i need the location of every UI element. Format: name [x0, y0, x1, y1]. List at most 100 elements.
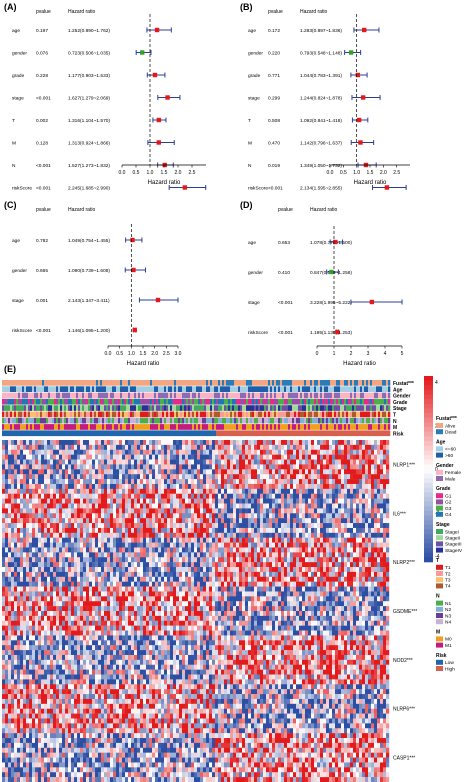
heatmap-cell — [290, 542, 294, 548]
heatmap-cell — [224, 479, 228, 485]
annotation-cell — [260, 405, 263, 411]
annotation-cell — [218, 411, 221, 418]
annotation-cell — [96, 424, 99, 430]
annotation-cell — [308, 392, 311, 399]
annotation-cell — [184, 417, 187, 424]
annotation-cell — [24, 405, 27, 411]
heatmap-cell — [209, 440, 213, 446]
heatmap-cell — [227, 474, 231, 480]
annotation-cell — [126, 380, 129, 386]
heatmap-cell — [326, 474, 330, 480]
annotation-cell — [298, 380, 301, 386]
heatmap-cell — [386, 479, 390, 485]
heatmap-cell — [344, 523, 348, 529]
heatmap-cell — [137, 503, 141, 509]
row-pvalue: 0.299 — [268, 96, 280, 102]
annotation-cell — [310, 424, 313, 430]
annotation-cell — [230, 417, 233, 424]
heatmap-cell — [89, 513, 93, 519]
annotation-cell — [158, 398, 161, 405]
heatmap-cell — [224, 498, 228, 504]
annotation-cell — [174, 398, 177, 405]
annotation-cell — [336, 411, 339, 418]
heatmap-cell — [362, 440, 366, 446]
heatmap-cell — [17, 532, 21, 538]
heatmap-cell — [101, 508, 105, 514]
heatmap-cell — [80, 444, 84, 450]
heatmap-cell — [356, 532, 360, 538]
annotation-cell — [302, 398, 305, 405]
annotation-cell — [114, 417, 117, 424]
heatmap-cell — [197, 537, 201, 543]
annotation-cell — [324, 417, 327, 424]
heatmap-cell — [293, 464, 297, 470]
annotation-cell — [64, 411, 67, 418]
heatmap-cell — [251, 449, 255, 455]
annotation-cell — [216, 386, 219, 392]
annotation-cell — [114, 424, 117, 430]
annotation-cell — [32, 398, 35, 405]
heatmap-cell — [32, 537, 36, 543]
annotation-cell — [116, 417, 119, 424]
annotation-cell — [246, 417, 249, 424]
annotation-cell — [120, 398, 123, 405]
heatmap-cell — [29, 537, 33, 543]
annotation-cell — [292, 398, 295, 405]
heatmap-cell — [266, 547, 270, 553]
annotation-cell — [146, 411, 149, 418]
heatmap-cell — [113, 474, 117, 480]
row-hazard-ratio: 0.793(0.548~1.148) — [300, 51, 342, 57]
annotation-cell — [282, 430, 285, 437]
x-tick-label: 2.5 — [189, 170, 196, 176]
annotation-cell — [256, 398, 259, 405]
annotation-cell — [116, 405, 119, 411]
heatmap-cell — [302, 503, 306, 509]
annotation-cell — [96, 380, 99, 386]
annotation-cell — [250, 430, 253, 437]
heatmap-cell — [119, 440, 123, 446]
heatmap-cell — [146, 444, 150, 450]
heatmap-cell — [242, 508, 246, 514]
annotation-cell — [336, 417, 339, 424]
heatmap-cell — [323, 498, 327, 504]
annotation-cell — [258, 392, 261, 399]
row-hazard-ratio: 1.252(0.890~1.762) — [68, 28, 110, 34]
heatmap-cell — [92, 503, 96, 509]
annotation-cell — [218, 405, 221, 411]
annotation-cell — [244, 417, 247, 424]
heatmap-cell — [164, 527, 168, 534]
heatmap-cell — [104, 498, 108, 504]
heatmap-cell — [122, 513, 126, 519]
heatmap-cell — [236, 537, 240, 543]
heatmap-cell — [272, 523, 276, 529]
heatmap-cell — [62, 483, 66, 490]
heatmap-cell — [92, 523, 96, 529]
annotation-cell — [316, 417, 319, 424]
heatmap-cell — [8, 493, 12, 499]
heatmap-cell — [41, 527, 45, 534]
heatmap-cell — [329, 527, 333, 534]
heatmap-cell — [281, 498, 285, 504]
heatmap-cell — [338, 547, 342, 553]
heatmap-cell — [209, 518, 213, 524]
annotation-cell — [6, 411, 9, 418]
annotation-cell — [354, 398, 357, 405]
heatmap-cell — [35, 449, 39, 455]
annotation-cell — [316, 392, 319, 399]
heatmap-cell — [323, 532, 327, 538]
heatmap-cell — [167, 503, 171, 509]
heatmap-cell — [236, 479, 240, 485]
annotation-cell — [172, 424, 175, 430]
annotation-cell — [244, 430, 247, 437]
heatmap-cell — [374, 493, 378, 499]
heatmap-cell — [164, 503, 168, 509]
heatmap-cell — [344, 532, 348, 538]
heatmap-cell — [218, 440, 222, 446]
annotation-cell — [212, 424, 215, 430]
annotation-cell — [254, 380, 257, 386]
heatmap-cell — [110, 537, 114, 543]
annotation-cell — [62, 386, 65, 392]
heatmap-cell — [218, 523, 222, 529]
heatmap-cell — [266, 444, 270, 450]
heatmap-cell — [383, 493, 387, 499]
